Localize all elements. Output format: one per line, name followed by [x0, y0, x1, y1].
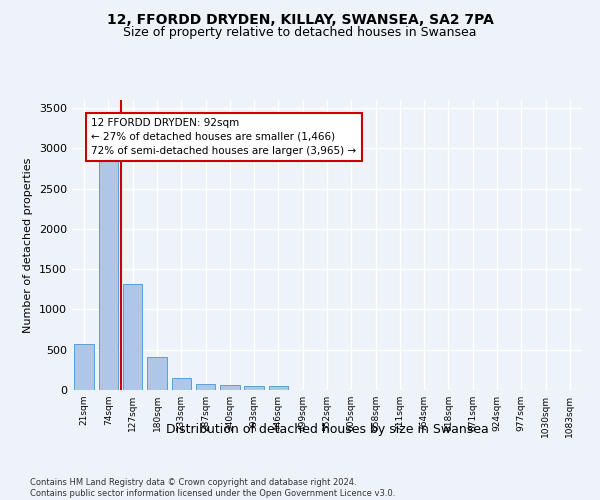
Bar	[172, 378, 191, 390]
Y-axis label: Number of detached properties: Number of detached properties	[23, 158, 34, 332]
Bar	[99, 155, 118, 390]
Text: Distribution of detached houses by size in Swansea: Distribution of detached houses by size …	[166, 422, 488, 436]
Bar	[220, 385, 239, 390]
Bar	[147, 356, 167, 390]
Text: Size of property relative to detached houses in Swansea: Size of property relative to detached ho…	[123, 26, 477, 39]
Bar	[123, 284, 142, 390]
Text: 12 FFORDD DRYDEN: 92sqm
← 27% of detached houses are smaller (1,466)
72% of semi: 12 FFORDD DRYDEN: 92sqm ← 27% of detache…	[91, 118, 356, 156]
Text: Contains HM Land Registry data © Crown copyright and database right 2024.
Contai: Contains HM Land Registry data © Crown c…	[30, 478, 395, 498]
Bar	[244, 386, 264, 390]
Bar	[269, 386, 288, 390]
Bar	[74, 344, 94, 390]
Text: 12, FFORDD DRYDEN, KILLAY, SWANSEA, SA2 7PA: 12, FFORDD DRYDEN, KILLAY, SWANSEA, SA2 …	[107, 12, 493, 26]
Bar	[196, 384, 215, 390]
